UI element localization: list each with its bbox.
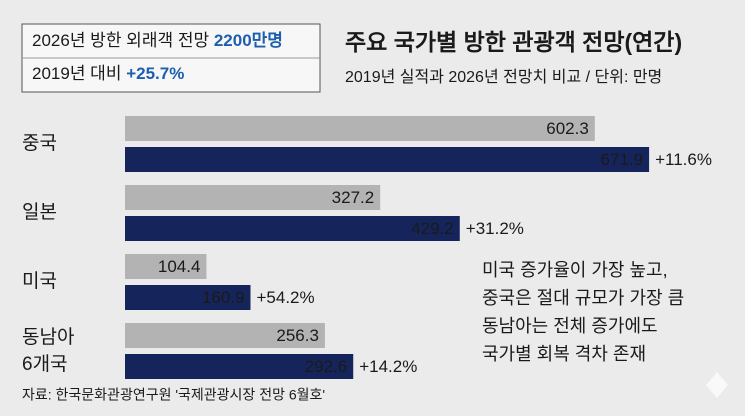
value-label: 327.2	[332, 188, 375, 207]
highlight-line: 2019년 대비	[32, 64, 121, 83]
chart-title: 주요 국가별 방한 관광객 전망(연간)	[345, 29, 682, 55]
growth-label: +11.6%	[655, 150, 712, 169]
value-label: 602.3	[546, 119, 589, 138]
category-label: 동남아 6개국	[22, 326, 74, 375]
growth-label: +31.2%	[466, 219, 524, 238]
bar	[125, 285, 251, 310]
category-label: 중국	[22, 133, 57, 154]
value-label: 671.9	[601, 150, 644, 169]
highlight-value: +25.7%	[126, 64, 184, 83]
category-line: 미국	[22, 270, 57, 292]
highlight-text: 2019년 대비 +25.7%	[32, 64, 184, 83]
bar	[125, 185, 381, 210]
bar	[125, 147, 650, 172]
bar	[125, 354, 354, 379]
annotation: 동남아는 전체 증가에도	[482, 316, 658, 336]
value-label: 160.9	[202, 288, 245, 307]
highlight-line: 2026년 방한 외래객 전망	[32, 31, 209, 50]
category-line: 중국	[22, 133, 57, 154]
value-label: 292.6	[305, 357, 348, 376]
category-line: 동남아	[22, 326, 74, 348]
bar	[125, 254, 207, 279]
category-line: 6개국	[22, 353, 68, 375]
category-label: 일본	[22, 201, 57, 223]
value-label: 429.2	[411, 219, 454, 238]
chart-subtitle: 2019년 실적과 2026년 전망치 비교 / 단위: 만명	[345, 68, 662, 86]
highlight-text: 2026년 방한 외래객 전망 2200만명	[32, 31, 283, 50]
category-line: 일본	[22, 201, 57, 223]
value-label: 256.3	[276, 326, 319, 345]
highlight-value: 2200만명	[214, 31, 283, 50]
bar	[125, 216, 460, 241]
growth-label: +14.2%	[359, 357, 417, 376]
value-label: 104.4	[158, 257, 201, 276]
annotation: 미국 증가율이 가장 높고,	[482, 260, 668, 280]
growth-label: +54.2%	[257, 288, 315, 307]
bar	[125, 323, 325, 348]
bar	[125, 116, 595, 141]
annotation: 중국은 절대 규모가 가장 큼	[482, 288, 684, 308]
logo-mark	[706, 372, 728, 398]
category-label: 미국	[22, 270, 57, 292]
annotation: 국가별 회복 격차 존재	[482, 344, 646, 364]
source: 자료: 한국문화관광연구원 '국제관광시장 전망 6월호'	[22, 387, 325, 403]
